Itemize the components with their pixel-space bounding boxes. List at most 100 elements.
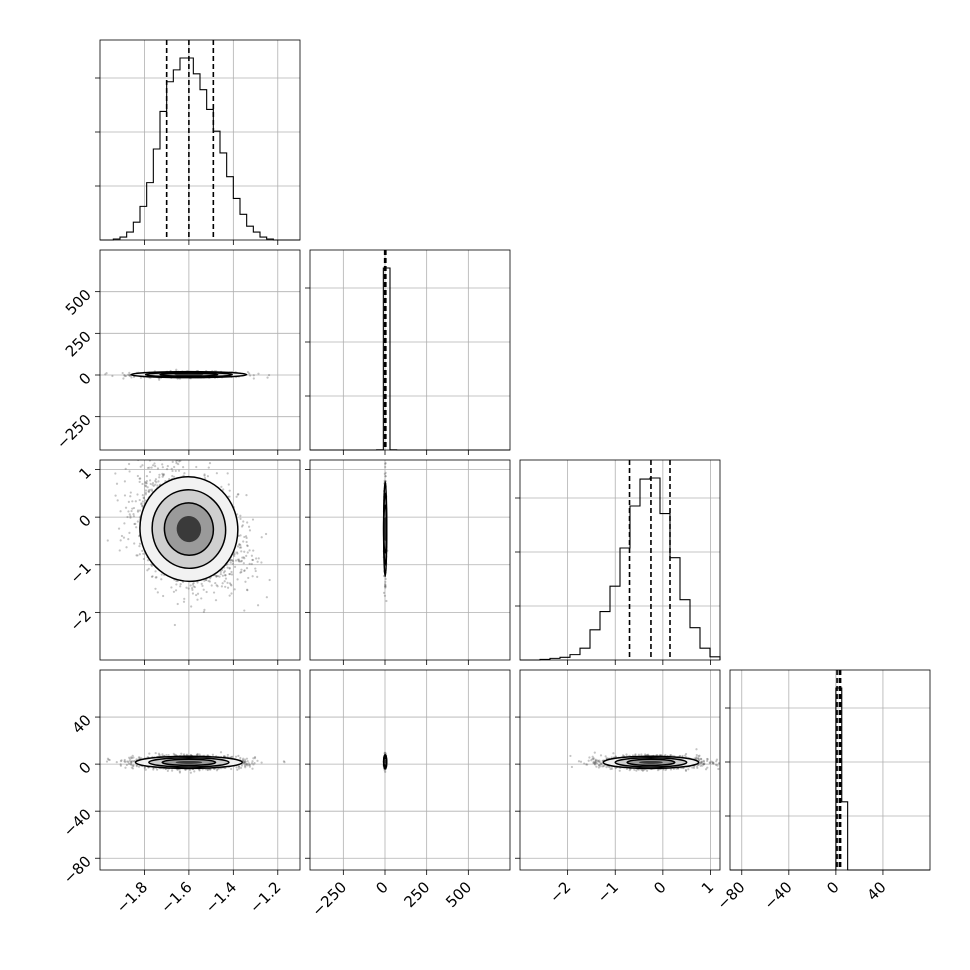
- sample-point: [151, 575, 154, 578]
- sample-point: [179, 460, 182, 462]
- sample-point: [146, 486, 149, 489]
- sample-point: [138, 477, 141, 480]
- sample-point: [141, 504, 145, 507]
- sample-point: [238, 543, 241, 546]
- sample-point: [253, 757, 257, 760]
- sample-point: [166, 769, 169, 772]
- sample-point: [135, 554, 138, 557]
- sample-point: [178, 460, 181, 463]
- sample-point: [245, 764, 249, 767]
- sample-point: [245, 494, 248, 497]
- sample-point: [242, 761, 246, 764]
- sample-point: [160, 578, 163, 581]
- panel-frame: [309, 459, 511, 661]
- sample-point: [243, 764, 247, 768]
- sample-point: [127, 762, 131, 765]
- sample-point: [230, 767, 233, 771]
- sample-point: [238, 546, 242, 549]
- sample-point: [146, 755, 149, 759]
- sample-point: [127, 500, 130, 503]
- sample-point: [241, 758, 245, 762]
- sample-point: [238, 765, 241, 768]
- sample-point: [207, 466, 210, 469]
- sample-point: [216, 767, 219, 771]
- sample-point: [238, 543, 241, 546]
- contour-line: [159, 372, 219, 377]
- contour-line: [382, 504, 388, 554]
- sample-point: [256, 560, 259, 563]
- hist-step-1: [310, 267, 510, 451]
- sample-point: [123, 758, 126, 762]
- sample-point: [264, 532, 268, 536]
- sample-point: [148, 470, 152, 474]
- sample-point: [126, 760, 129, 763]
- sample-point: [242, 761, 246, 764]
- sample-point: [133, 760, 136, 763]
- sample-point: [243, 609, 246, 612]
- sample-point: [144, 491, 147, 494]
- sample-point: [196, 592, 200, 595]
- sample-point: [134, 500, 137, 503]
- sample-point: [384, 583, 387, 586]
- sample-point: [165, 468, 169, 471]
- sample-point: [172, 475, 176, 478]
- sample-point: [192, 585, 195, 588]
- sample-point: [248, 549, 251, 552]
- sample-point: [138, 542, 142, 545]
- sample-point: [119, 759, 123, 763]
- sample-point: [248, 562, 251, 565]
- sample-point: [206, 475, 210, 478]
- sample-point: [210, 584, 213, 587]
- sample-point: [131, 500, 134, 503]
- sample-point: [200, 582, 203, 585]
- sample-point: [154, 483, 157, 486]
- sample-point: [105, 372, 108, 375]
- sample-point: [251, 558, 255, 562]
- sample-point: [145, 480, 148, 483]
- sample-point: [245, 554, 248, 558]
- sample-point: [129, 516, 132, 519]
- sample-point: [228, 582, 232, 585]
- sample-point: [237, 754, 240, 758]
- sample-point: [123, 375, 126, 378]
- sample-point: [124, 760, 127, 763]
- sample-point: [242, 540, 245, 543]
- sample-point: [234, 559, 238, 562]
- sample-point: [183, 472, 186, 475]
- sample-point: [203, 477, 207, 480]
- sample-point: [130, 763, 133, 766]
- sample-point: [237, 560, 240, 563]
- sample-point: [242, 757, 245, 760]
- sample-point: [131, 764, 135, 767]
- sample-point: [226, 566, 229, 569]
- sample-point: [148, 490, 151, 493]
- sample-point: [130, 760, 133, 763]
- sample-point: [236, 578, 239, 581]
- sample-point: [230, 558, 233, 562]
- sample-point: [135, 526, 138, 529]
- sample-point: [134, 522, 137, 525]
- sample-point: [240, 764, 244, 767]
- sample-point: [125, 763, 129, 767]
- sample-point: [252, 374, 255, 377]
- sample-point: [252, 549, 255, 552]
- hist-step-3: [730, 687, 930, 871]
- sample-point: [173, 623, 176, 627]
- sample-point: [122, 536, 126, 539]
- sample-point: [385, 599, 388, 603]
- sample-point: [240, 568, 243, 571]
- sample-point: [173, 465, 176, 469]
- sample-point: [150, 563, 153, 566]
- sample-point: [219, 751, 223, 754]
- sample-point: [187, 587, 190, 590]
- sample-point: [150, 564, 153, 568]
- sample-point: [119, 764, 122, 767]
- sample-point: [170, 586, 173, 589]
- sample-point: [220, 585, 224, 588]
- sample-point: [131, 754, 134, 757]
- sample-point: [178, 442, 180, 444]
- sample-point: [223, 574, 227, 577]
- sample-point: [196, 752, 199, 756]
- sample-point: [243, 550, 246, 553]
- sample-point: [124, 374, 128, 378]
